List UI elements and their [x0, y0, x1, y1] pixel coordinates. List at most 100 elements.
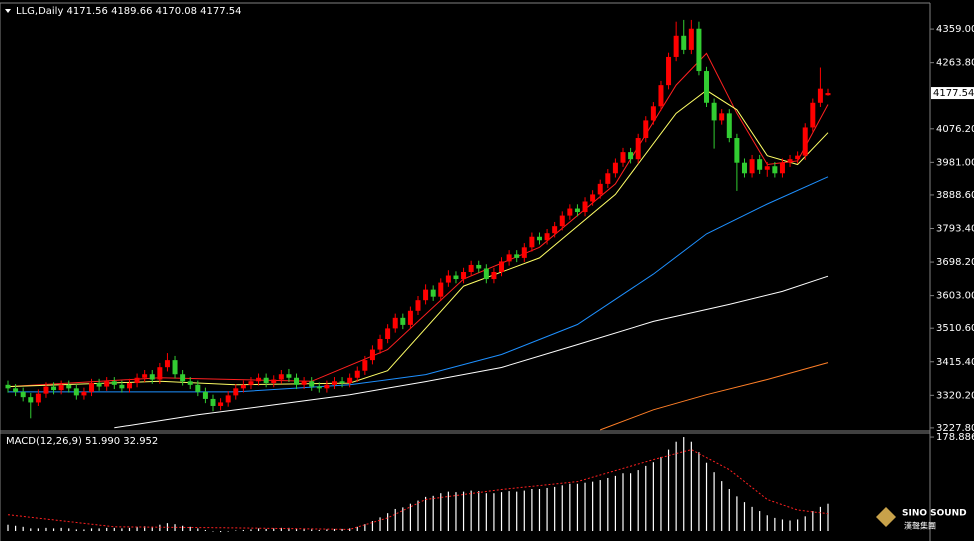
candle-body — [362, 360, 368, 371]
candle-body — [278, 374, 284, 380]
candle-body — [529, 236, 535, 248]
candle-body — [400, 317, 406, 325]
candle-body — [734, 138, 740, 163]
candle-body — [35, 393, 41, 403]
logo-icon — [876, 507, 896, 527]
candle-body — [119, 384, 125, 389]
candle-body — [256, 377, 262, 382]
candle-body — [779, 162, 785, 174]
candle-body — [180, 374, 186, 382]
candle-body — [195, 384, 201, 392]
chart-title: LLG,Daily 4171.56 4189.66 4170.08 4177.5… — [16, 6, 242, 17]
candle-body — [704, 71, 710, 103]
y-tick-label: 4359.00 — [936, 24, 974, 35]
candle-body — [597, 183, 603, 195]
y-tick-label: 3320.20 — [936, 390, 974, 401]
candle-body — [764, 166, 770, 170]
candle-body — [757, 159, 763, 170]
candle-body — [415, 300, 421, 311]
candle-body — [111, 381, 117, 385]
candle-body — [741, 162, 747, 174]
candle-body — [719, 113, 725, 121]
candle-body — [96, 383, 102, 387]
candle-body — [590, 194, 596, 202]
candle-body — [445, 275, 451, 283]
candle-body — [605, 173, 611, 184]
candle-body — [248, 381, 254, 385]
candle-body — [582, 201, 588, 213]
candle-body — [149, 374, 155, 380]
candle-body — [491, 271, 497, 280]
moving-average — [7, 89, 829, 388]
candle-body — [263, 377, 269, 384]
y-tick-label: 4076.20 — [936, 124, 974, 135]
candle-body — [225, 395, 231, 403]
brand-cn: 漢聲集團 — [904, 521, 936, 531]
candle-body — [331, 381, 337, 385]
candle-body — [499, 261, 505, 272]
candle-body — [89, 383, 95, 392]
last-price-label: 4177.54 — [933, 88, 974, 99]
last-price-box — [931, 87, 974, 100]
candle-body — [309, 381, 315, 387]
candle-body — [461, 271, 467, 280]
candle-body — [787, 159, 793, 163]
candle-body — [666, 56, 672, 86]
candle-body — [202, 391, 208, 399]
candle-body — [294, 377, 300, 385]
candle-body — [43, 386, 49, 394]
candle-body — [104, 381, 110, 387]
candle-body — [316, 386, 322, 389]
candle-body — [567, 208, 573, 216]
y-tick-label: 3603.00 — [936, 291, 974, 302]
candle-body — [73, 388, 79, 396]
moving-average — [8, 176, 829, 393]
candle-body — [552, 226, 558, 234]
candle-body — [628, 152, 634, 160]
candle-body — [126, 383, 132, 389]
candle-body — [612, 162, 618, 174]
candle-body — [681, 35, 687, 50]
macd-title: MACD(12,26,9) 51.990 32.952 — [6, 436, 158, 447]
candle-body — [688, 28, 694, 50]
candle-body — [795, 155, 801, 160]
candle-body — [347, 377, 353, 384]
brand: SINO SOUND — [902, 509, 967, 519]
candle-body — [142, 374, 148, 378]
candle-body — [635, 138, 641, 160]
candle-body — [544, 233, 550, 241]
candle-body — [643, 120, 649, 139]
logo: SINO SOUND 漢聲集團 — [876, 507, 967, 531]
candle-body — [506, 254, 512, 262]
candle-body — [802, 127, 808, 156]
y-tick-label: 3888.60 — [936, 190, 974, 201]
candle-body — [218, 402, 224, 406]
candle-body — [369, 349, 375, 361]
candle-body — [483, 268, 489, 280]
y-tick-label: 178.886 — [936, 432, 974, 443]
candle-body — [817, 88, 823, 103]
candle-body — [392, 317, 398, 329]
candle-body — [271, 379, 277, 384]
moving-average — [600, 362, 829, 431]
y-tick-label: 3510.60 — [936, 323, 974, 334]
candle-body — [438, 282, 444, 297]
candle-body — [13, 388, 19, 392]
candle-body — [673, 35, 679, 57]
candle-body — [28, 397, 34, 403]
candle-body — [476, 264, 482, 269]
candle-body — [749, 159, 755, 174]
menu-arrow — [5, 9, 11, 13]
candle-body — [658, 85, 664, 107]
candle-body — [559, 215, 565, 227]
candle-body — [172, 360, 178, 375]
candle-body — [240, 384, 246, 389]
candle-body — [650, 106, 656, 121]
y-tick-label: 3793.40 — [936, 223, 974, 234]
candle-body — [620, 152, 626, 163]
y-tick-label: 3698.20 — [936, 257, 974, 268]
moving-average — [114, 275, 829, 429]
candle-body — [574, 208, 580, 213]
candle-body — [536, 236, 542, 241]
